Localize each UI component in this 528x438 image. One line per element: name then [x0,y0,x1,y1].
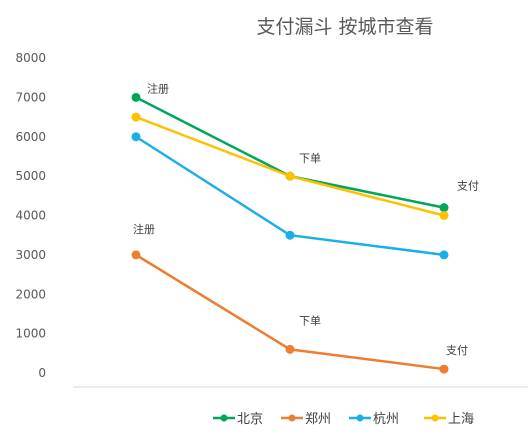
series-3 [131,112,449,220]
y-axis: 0 1000 2000 3000 4000 5000 6000 7000 8000 [15,51,46,380]
legend-item[interactable]: 郑州 [281,412,331,427]
series-1 [131,250,449,374]
series-0 [131,92,449,213]
data-annotation: 支付 [457,180,479,193]
data-point [439,250,449,260]
data-point [285,230,295,240]
legend-marker [220,414,228,422]
y-tick-label: 8000 [15,51,46,65]
y-tick-label: 0 [38,366,46,380]
data-annotation: 支付 [446,344,468,357]
y-tick-label: 2000 [15,287,46,301]
data-annotation: 下单 [299,152,321,165]
data-point [285,171,295,181]
legend-marker [431,414,439,422]
legend-label: 上海 [448,412,474,427]
data-point [131,92,141,102]
data-point [285,344,295,354]
legend-item[interactable]: 杭州 [349,412,399,427]
data-point [131,250,141,260]
data-annotation: 注册 [133,222,155,236]
y-tick-label: 1000 [15,327,46,341]
legend-item[interactable]: 北京 [213,412,263,427]
data-annotation: 注册 [147,81,169,95]
legend-label: 郑州 [305,412,331,427]
series-layer [131,92,449,374]
legend-marker [288,414,296,422]
data-point [131,112,141,122]
data-point [439,364,449,374]
chart-title: 支付漏斗 按城市查看 [256,16,433,38]
legend: 北京 郑州 杭州 上海 [213,412,474,427]
y-tick-label: 3000 [15,248,46,262]
data-point [131,132,141,142]
y-tick-label: 7000 [15,90,46,104]
data-point [439,211,449,220]
legend-label: 杭州 [373,412,399,427]
legend-label: 北京 [237,412,263,427]
y-tick-label: 4000 [15,209,46,223]
y-tick-label: 6000 [15,130,46,144]
series-2 [131,132,449,260]
series-line [135,96,445,209]
legend-marker [356,414,364,422]
data-annotation: 下单 [299,314,321,327]
data-point [439,203,449,213]
y-tick-label: 5000 [15,169,46,183]
legend-item[interactable]: 上海 [424,412,474,427]
